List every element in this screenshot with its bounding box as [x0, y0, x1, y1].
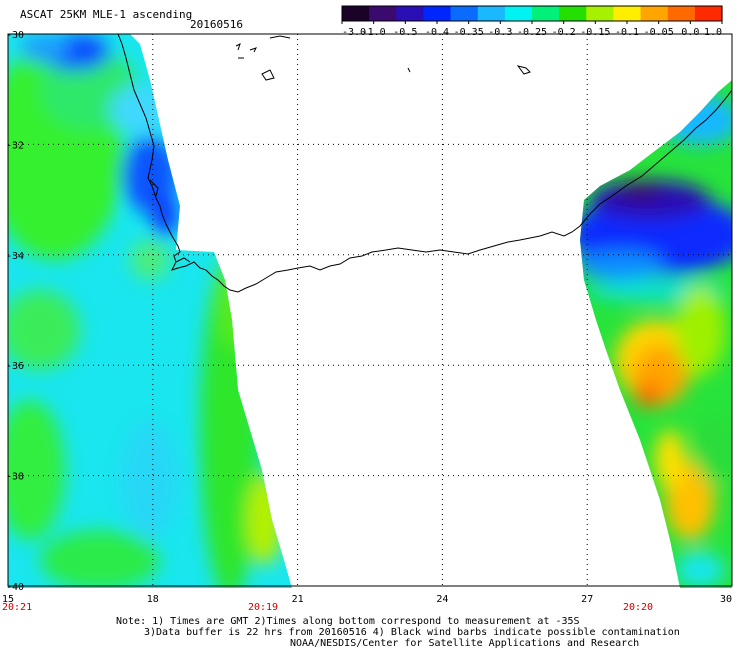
colorbar-tick-label: -0.25	[517, 27, 547, 38]
coastline	[117, 33, 733, 293]
lon-tick-label: 27	[581, 594, 593, 605]
lon-tick-label: 24	[436, 594, 448, 605]
note-line-2: 3)Data buffer is 22 hrs from 20160516 4)…	[144, 627, 680, 638]
colorbar-tick-label: -0.1	[615, 27, 639, 38]
east-swath	[580, 80, 732, 588]
credit-line: NOAA/NESDIS/Center for Satellite Applica…	[290, 638, 640, 649]
colorbar-tick-label: -0.35	[454, 27, 484, 38]
map-date: 20160516	[190, 18, 243, 31]
colorbar-tick-label: -0.05	[644, 27, 674, 38]
lon-tick-label: 21	[292, 594, 304, 605]
colorbar-tick-label: -3.0	[342, 27, 366, 38]
lat-tick-label: -38	[6, 472, 24, 483]
time-label: 20:19	[248, 602, 278, 613]
colorbar-tick-label: 0.0	[681, 27, 699, 38]
lat-tick-label: -30	[6, 30, 24, 41]
colorbar-swatch	[559, 6, 587, 21]
colorbar: -3.0-1.0 -0.5 -0.4 -0.35 -0.3 -0.25 -0.2 -0.15-…	[341, 5, 723, 38]
colorbar-swatch	[640, 6, 669, 21]
colorbar-swatch	[477, 6, 506, 21]
lon-tick-label: 30	[720, 594, 732, 605]
west-swath	[8, 34, 292, 588]
map-frame	[7, 33, 733, 587]
colorbar-tick-label: -1.0	[362, 27, 386, 38]
colorbar-tick-label: -0.15	[580, 27, 610, 38]
lat-tick-label: -32	[6, 140, 24, 151]
colorbar-swatch	[532, 6, 560, 21]
time-label: 20:20	[623, 602, 653, 613]
colorbar-tick-label: -0.3	[488, 27, 512, 38]
lat-tick-label: -40	[6, 582, 24, 593]
colorbar-swatch	[667, 6, 696, 21]
colorbar-swatch	[369, 6, 397, 21]
colorbar-swatch	[613, 6, 642, 21]
colorbar-swatch	[586, 6, 615, 21]
lat-lon-grid	[8, 34, 732, 586]
time-label: 20:21	[2, 602, 32, 613]
colorbar-swatch	[423, 6, 452, 21]
lat-tick-label: -36	[6, 361, 24, 372]
colorbar-tick-label: -0.2	[552, 27, 576, 38]
colorbar-swatch	[504, 6, 533, 21]
colorbar-tick-label: -0.4	[425, 27, 449, 38]
colorbar-tick-label: -0.5	[393, 27, 417, 38]
colorbar-swatch	[694, 6, 723, 21]
colorbar-swatch	[342, 6, 370, 21]
colorbar-swatch	[396, 6, 425, 21]
map-title: ASCAT 25KM MLE-1 ascending	[20, 8, 193, 21]
note-line-1: Note: 1) Times are GMT 2)Times along bot…	[116, 616, 580, 627]
lon-tick-label: 18	[147, 594, 159, 605]
colorbar-tick-label: 1.0	[704, 27, 722, 38]
colorbar-swatch	[450, 6, 479, 21]
lon-tick-label: 15	[2, 594, 14, 605]
lat-tick-label: -34	[6, 251, 24, 262]
